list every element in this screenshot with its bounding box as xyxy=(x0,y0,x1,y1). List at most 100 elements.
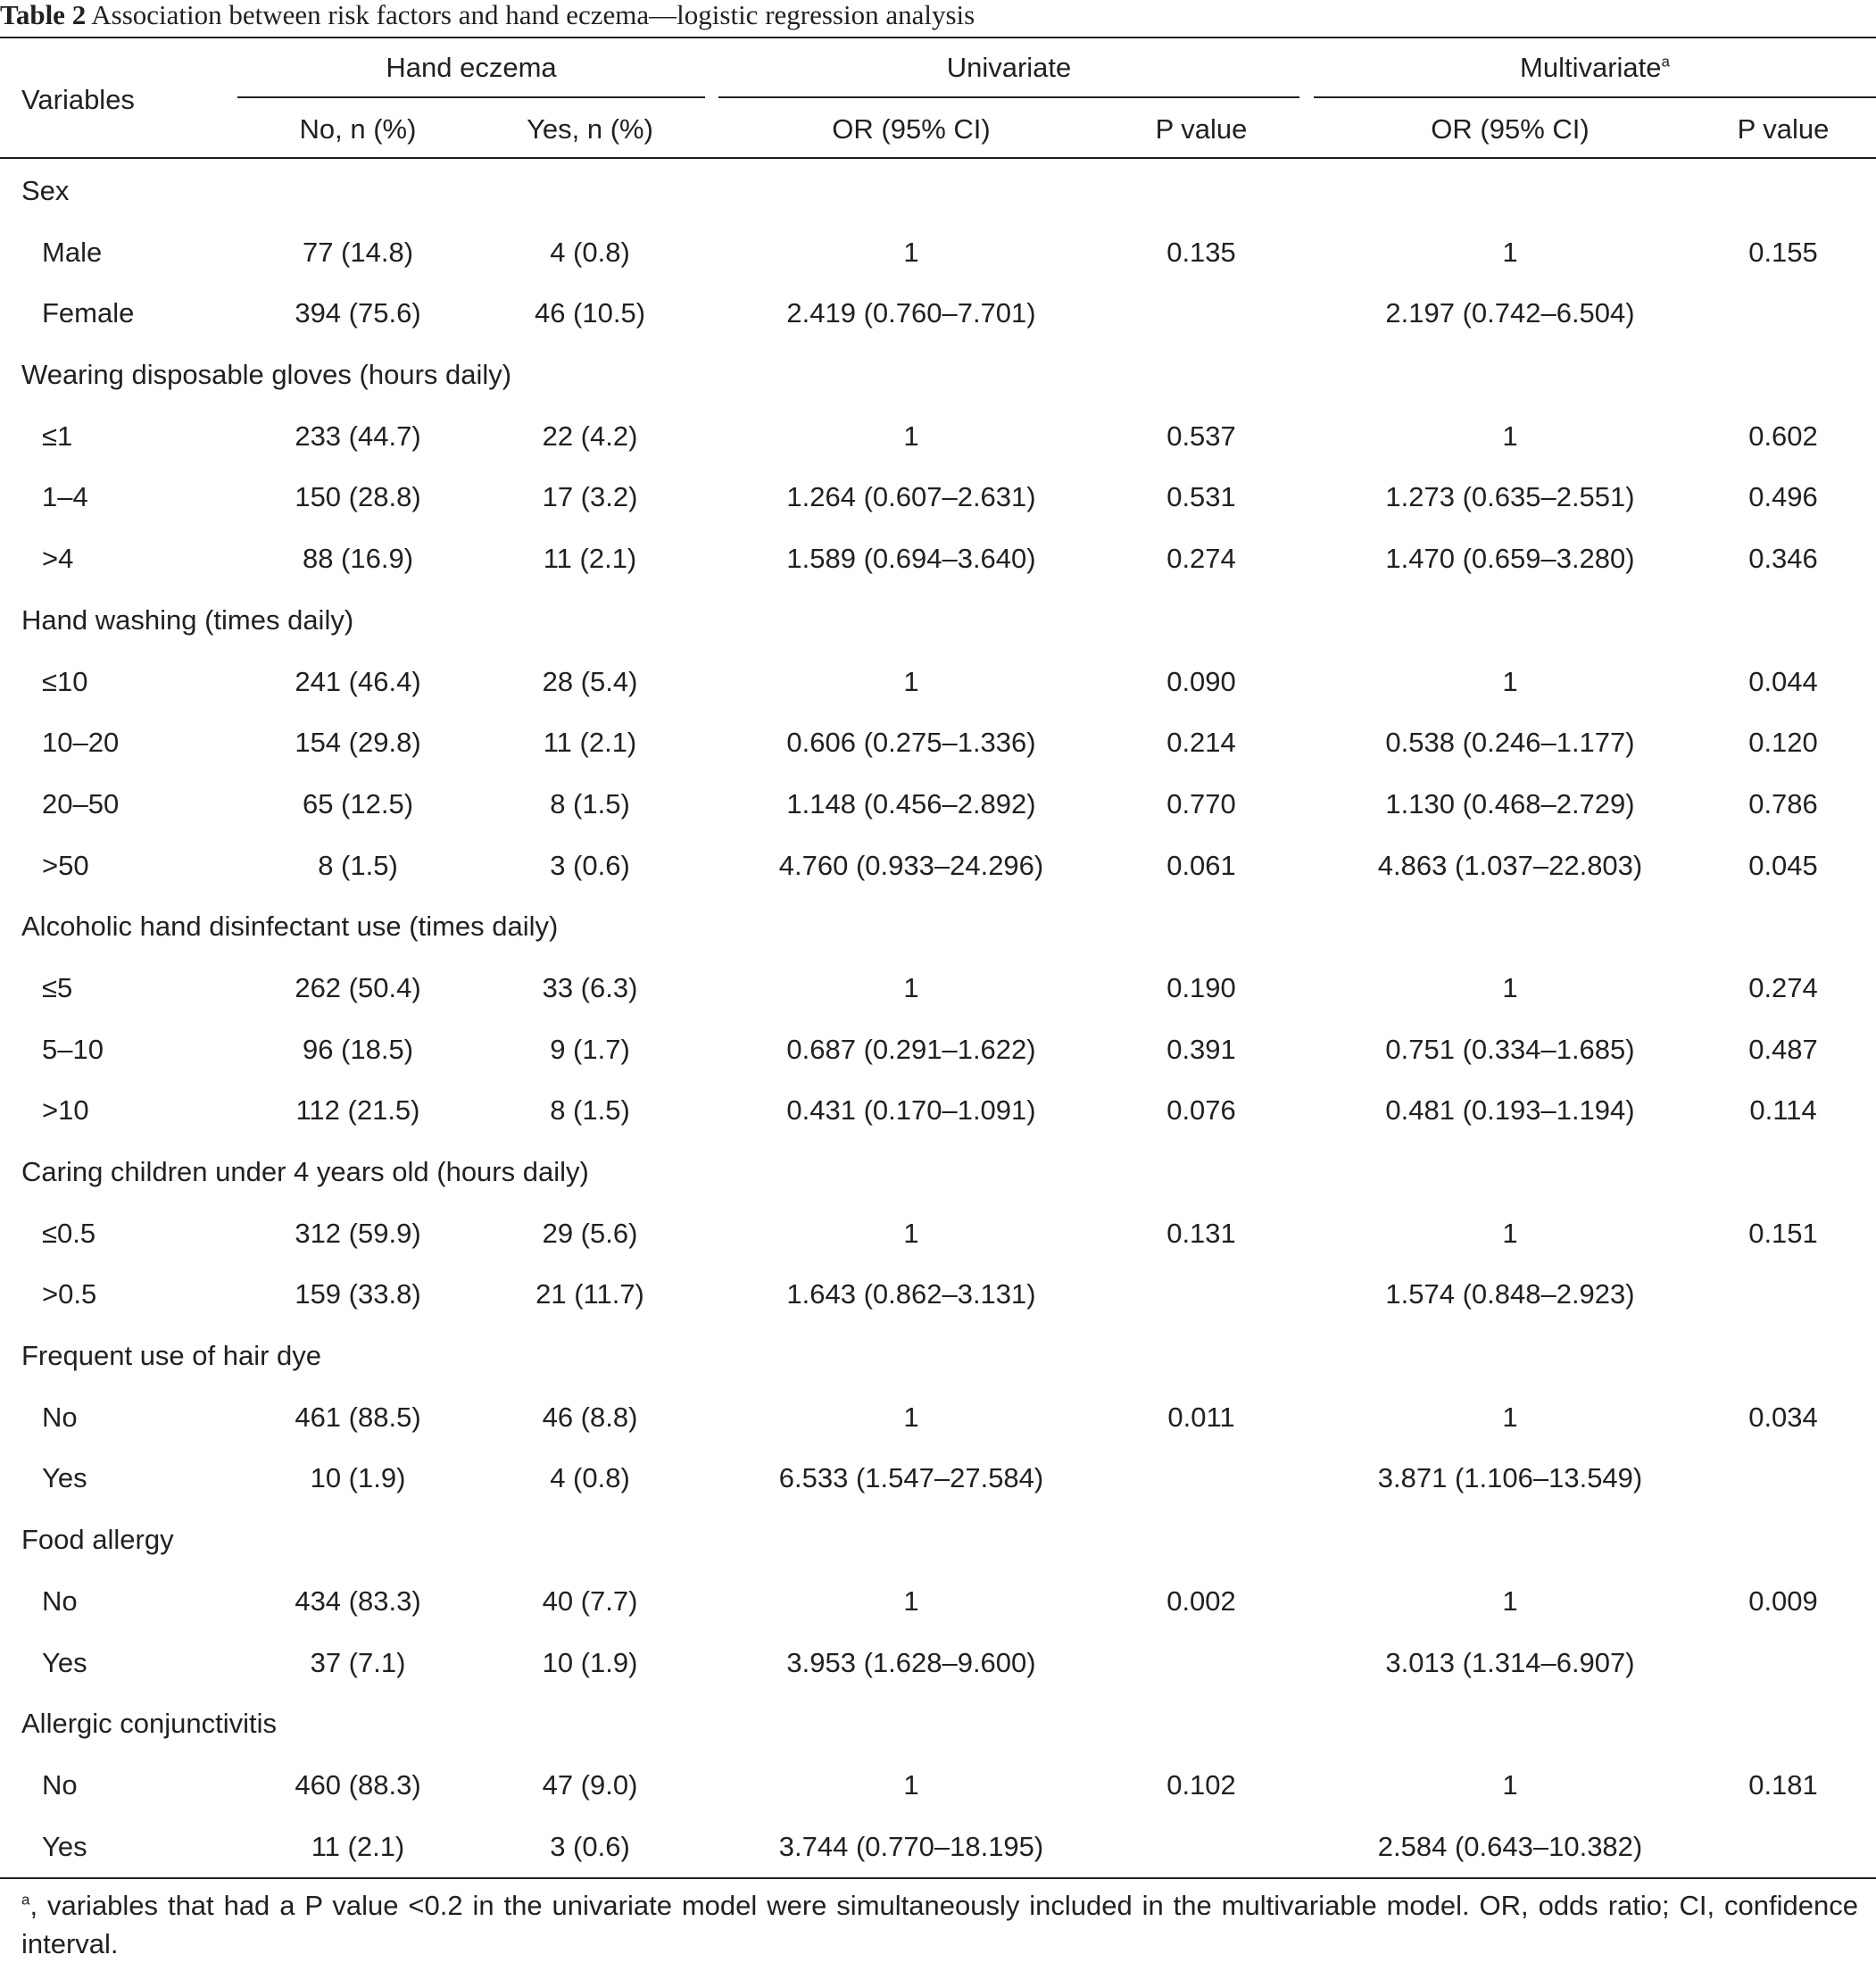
cell-uni-p: 0.061 xyxy=(1166,849,1236,881)
cell-no: 112 (21.5) xyxy=(295,1094,420,1127)
cell-yes: 28 (5.4) xyxy=(542,665,638,697)
cell-uni-or: 1.643 (0.862–3.131) xyxy=(786,1278,1036,1310)
table-row: No 461 (88.5) 46 (8.8) 1 0.011 1 0.034 xyxy=(0,1387,1876,1449)
cell-uni-or: 1 xyxy=(903,971,919,1003)
category-row: Caring children under 4 years old (hours… xyxy=(0,1142,1876,1203)
cell-multi-p: 0.120 xyxy=(1748,727,1818,759)
cell-no: 96 (18.5) xyxy=(302,1033,414,1065)
cell-multi-or: 2.197 (0.742–6.504) xyxy=(1385,297,1635,329)
cell-multi-p: 0.786 xyxy=(1748,787,1818,819)
category-row: Allergic conjunctivitis xyxy=(0,1693,1876,1755)
table-row: >0.5 159 (33.8) 21 (11.7) 1.643 (0.862–3.13… xyxy=(0,1264,1876,1326)
cell-multi-or: 1.130 (0.468–2.729) xyxy=(1385,787,1635,819)
table-row: ≤0.5 312 (59.9) 29 (5.6) 1 0.131 1 0.151 xyxy=(0,1203,1876,1265)
category-label: Hand washing (times daily) xyxy=(21,603,354,636)
cell-no: 10 (1.9) xyxy=(310,1462,406,1494)
cell-uni-p xyxy=(1103,283,1299,345)
cell-no: 233 (44.7) xyxy=(295,420,421,452)
cell-uni-p xyxy=(1103,1633,1299,1694)
category-row: Food allergy xyxy=(0,1510,1876,1571)
row-label: >4 xyxy=(42,543,74,575)
table-row: 1–4 150 (28.8) 17 (3.2) 1.264 (0.607–2.631)… xyxy=(0,467,1876,528)
cell-yes: 47 (9.0) xyxy=(542,1768,638,1801)
cell-uni-p: 0.537 xyxy=(1166,420,1236,452)
row-label: Female xyxy=(42,297,135,329)
cell-yes: 17 (3.2) xyxy=(542,481,638,513)
cell-no: 150 (28.8) xyxy=(295,481,421,513)
header-col-uni-or: OR (95% CI) xyxy=(832,113,991,145)
cell-yes: 3 (0.6) xyxy=(550,849,630,881)
cell-multi-p: 0.487 xyxy=(1748,1033,1818,1065)
row-label: Male xyxy=(42,236,103,268)
category-label: Allergic conjunctivitis xyxy=(21,1708,277,1740)
row-label: ≤0.5 xyxy=(42,1217,96,1249)
cell-multi-or: 1.470 (0.659–3.280) xyxy=(1385,543,1635,575)
cell-multi-p: 0.044 xyxy=(1748,665,1818,697)
cell-uni-p: 0.531 xyxy=(1166,481,1236,513)
cell-yes: 4 (0.8) xyxy=(550,236,630,268)
cell-multi-or: 0.538 (0.246–1.177) xyxy=(1385,727,1635,759)
cell-multi-or: 1 xyxy=(1502,665,1518,697)
cell-uni-or: 1.148 (0.456–2.892) xyxy=(786,787,1036,819)
cell-no: 312 (59.9) xyxy=(295,1217,421,1249)
cell-uni-p: 0.102 xyxy=(1166,1768,1236,1801)
category-row: Sex xyxy=(0,161,1876,222)
cell-no: 461 (88.5) xyxy=(295,1401,421,1433)
caption-label: Table 2 xyxy=(0,0,87,30)
cell-yes: 11 (2.1) xyxy=(543,543,637,575)
header-group-univariate: Univariate xyxy=(946,52,1072,83)
cell-multi-p: 0.151 xyxy=(1748,1217,1818,1249)
category-label: Food allergy xyxy=(21,1524,174,1556)
row-label: ≤10 xyxy=(42,665,88,697)
cell-no: 159 (33.8) xyxy=(295,1278,421,1310)
cell-multi-or: 1 xyxy=(1502,236,1518,268)
header-variables: Variables xyxy=(21,84,135,115)
cell-uni-or: 1 xyxy=(903,1401,919,1433)
cell-multi-p: 0.274 xyxy=(1748,971,1818,1003)
cell-uni-or: 1.264 (0.607–2.631) xyxy=(786,481,1036,513)
table-row: Yes 10 (1.9) 4 (0.8) 6.533 (1.547–27.584) 3.… xyxy=(0,1448,1876,1510)
cell-no: 65 (12.5) xyxy=(302,787,414,819)
cell-yes: 46 (10.5) xyxy=(534,297,646,329)
cell-uni-or: 0.431 (0.170–1.091) xyxy=(786,1094,1036,1127)
cell-multi-p: 0.034 xyxy=(1748,1401,1818,1433)
row-label: No xyxy=(42,1768,78,1801)
cell-uni-or: 6.533 (1.547–27.584) xyxy=(778,1462,1044,1494)
table-row: ≤1 233 (44.7) 22 (4.2) 1 0.537 1 0.602 xyxy=(0,406,1876,468)
cell-multi-p: 0.602 xyxy=(1748,420,1818,452)
cell-yes: 9 (1.7) xyxy=(550,1033,630,1065)
group-rule-multivariate xyxy=(1314,96,1876,98)
cell-uni-p: 0.391 xyxy=(1166,1033,1236,1065)
cell-multi-or: 4.863 (1.037–22.803) xyxy=(1377,849,1643,881)
table-row: >50 8 (1.5) 3 (0.6) 4.760 (0.933–24.296) 0.0… xyxy=(0,836,1876,897)
cell-no: 434 (83.3) xyxy=(295,1585,421,1617)
table-row: ≤10 241 (46.4) 28 (5.4) 1 0.090 1 0.044 xyxy=(0,652,1876,713)
category-row: Frequent use of hair dye xyxy=(0,1326,1876,1387)
category-row: Wearing disposable gloves (hours daily) xyxy=(0,345,1876,406)
cell-multi-p xyxy=(1696,1817,1871,1878)
header-col-yes: Yes, n (%) xyxy=(527,113,653,145)
row-label: Yes xyxy=(42,1646,87,1678)
cell-uni-or: 1 xyxy=(903,1585,919,1617)
table-row: No 434 (83.3) 40 (7.7) 1 0.002 1 0.009 xyxy=(0,1571,1876,1633)
cell-uni-or: 3.744 (0.770–18.195) xyxy=(778,1830,1044,1862)
cell-multi-or: 0.481 (0.193–1.194) xyxy=(1385,1094,1635,1127)
cell-uni-p: 0.002 xyxy=(1166,1585,1236,1617)
row-label: Yes xyxy=(42,1830,87,1862)
cell-multi-or: 0.751 (0.334–1.685) xyxy=(1385,1033,1635,1065)
footnote-text: , variables that had a P value <0.2 in t… xyxy=(21,1890,1858,1959)
cell-uni-or: 1 xyxy=(903,1768,919,1801)
cell-multi-p: 0.009 xyxy=(1748,1585,1818,1617)
row-label: >10 xyxy=(42,1094,89,1127)
row-label: ≤5 xyxy=(42,971,73,1003)
header-group-multivariate: Multivariatea xyxy=(1314,52,1876,84)
cell-uni-p xyxy=(1103,1264,1299,1326)
bottom-rule xyxy=(0,1877,1876,1879)
row-label: 10–20 xyxy=(42,727,120,759)
cell-no: 262 (50.4) xyxy=(295,971,421,1003)
header-group-hand-eczema: Hand eczema xyxy=(386,52,557,83)
cell-multi-p: 0.496 xyxy=(1748,481,1818,513)
category-label: Caring children under 4 years old (hours… xyxy=(21,1156,589,1187)
header-col-multi-p: P value xyxy=(1737,113,1830,145)
cell-multi-or: 1.574 (0.848–2.923) xyxy=(1385,1278,1635,1310)
